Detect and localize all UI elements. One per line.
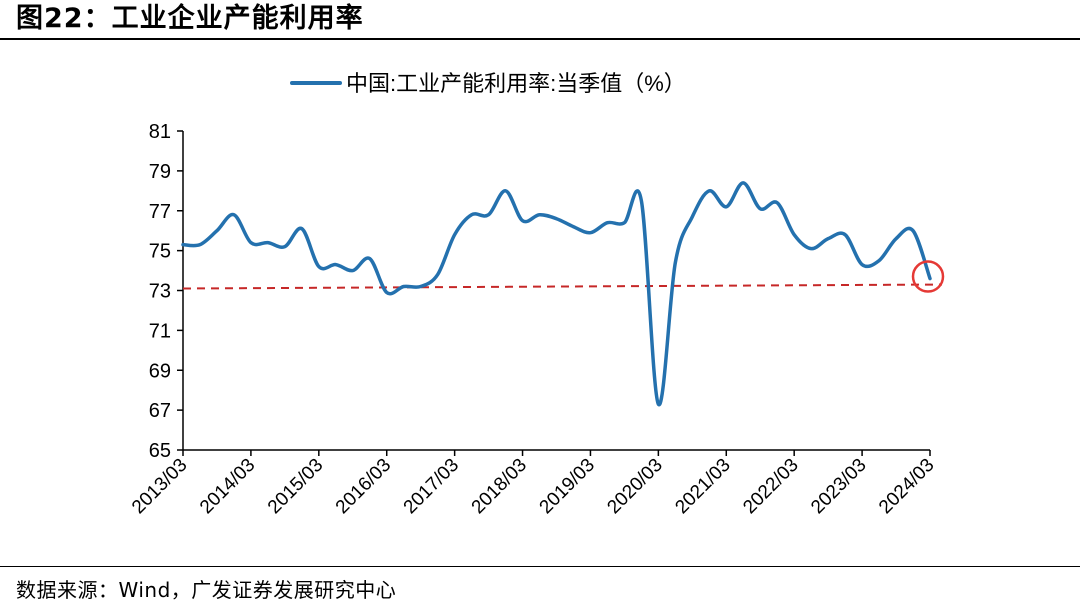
highlight-layer <box>911 260 945 293</box>
y-tick-label: 73 <box>149 281 171 303</box>
x-tick-label: 2024/03 <box>875 455 938 518</box>
x-axis: 2013/03 2014/03 2015/03 2016/03 2017/03 2018/… <box>128 449 939 518</box>
chart-area: 中国:工业产能利用率:当季值（%） 65 67 69 71 73 75 77 79 81 201… <box>0 42 1080 564</box>
y-axis: 65 67 69 71 73 75 77 79 81 <box>149 121 184 462</box>
line-chart: 中国:工业产能利用率:当季值（%） 65 67 69 71 73 75 77 79 81 201… <box>128 71 945 518</box>
x-tick-label: 2021/03 <box>671 455 734 518</box>
figure-header: 图22：工业企业产能利用率 <box>0 0 1080 40</box>
x-tick-label: 2022/03 <box>739 455 802 518</box>
y-tick-label: 77 <box>149 201 171 223</box>
y-tick-label: 75 <box>149 241 171 263</box>
x-tick-label: 2017/03 <box>400 455 463 518</box>
x-tick-label: 2015/03 <box>264 455 327 518</box>
x-tick-label: 2018/03 <box>468 455 531 518</box>
figure-title: 图22：工业企业产能利用率 <box>16 3 364 34</box>
y-tick-label: 65 <box>149 440 171 462</box>
series-line <box>181 181 932 407</box>
data-source-note: 数据来源：Wind，广发证券发展研究中心 <box>16 578 397 602</box>
x-tick-label: 2019/03 <box>536 455 599 518</box>
x-tick-label: 2014/03 <box>196 455 259 518</box>
reference-dashed-line <box>182 283 943 290</box>
x-tick-label: 2013/03 <box>128 455 191 518</box>
figure-footer: 数据来源：Wind，广发证券发展研究中心 <box>0 566 1080 612</box>
x-tick-label: 2016/03 <box>332 455 395 518</box>
y-tick-label: 79 <box>149 161 171 183</box>
series-layer <box>181 181 932 407</box>
y-tick-label: 67 <box>149 400 171 422</box>
x-tick-label: 2023/03 <box>807 455 870 518</box>
x-tick-label: 2020/03 <box>603 455 666 518</box>
reference-line-layer <box>182 283 943 290</box>
chart-legend: 中国:工业产能利用率:当季值（%） <box>290 71 686 96</box>
y-tick-label: 71 <box>149 320 171 342</box>
y-tick-label: 69 <box>149 360 171 382</box>
highlight-circle <box>911 260 945 293</box>
y-tick-label: 81 <box>149 121 171 143</box>
legend-label: 中国:工业产能利用率:当季值（%） <box>346 71 686 96</box>
